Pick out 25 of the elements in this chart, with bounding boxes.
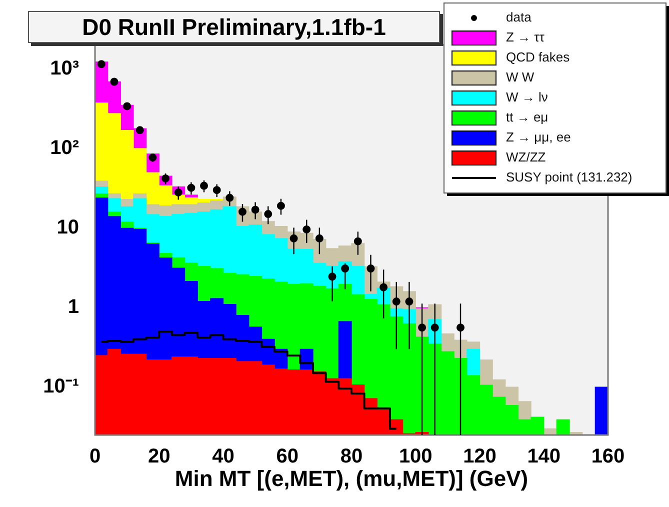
x-tick-label: 80 (340, 446, 363, 468)
x-tick-label: 160 (591, 446, 625, 468)
chart-title: D0 RunII Preliminary,1.1fb-1 (28, 11, 440, 43)
x-tick-label: 40 (212, 446, 234, 468)
y-tick-label: 1 (68, 296, 79, 318)
y-tick-label: 10³ (50, 57, 80, 80)
x-tick-label: 140 (527, 446, 561, 468)
legend-label: Z → μμ, ee (506, 130, 571, 145)
legend-label: Z → ττ (506, 30, 546, 45)
y-tick-label: 10⁻¹ (43, 376, 80, 398)
x-tick-label: 0 (89, 446, 101, 468)
legend-label: SUSY point (131.232) (506, 170, 632, 185)
x-tick-label: 120 (463, 446, 496, 468)
legend-label: QCD fakes (506, 50, 570, 65)
legend-label: tt → eμ (506, 110, 548, 125)
x-tick-label: 20 (148, 446, 170, 468)
legend-label: W → lν (506, 90, 548, 105)
x-tick-label: 100 (398, 446, 432, 468)
x-axis-title: Min MT [(e,MET), (mu,MET)] (GeV) (174, 466, 528, 491)
x-tick-label: 60 (276, 446, 298, 468)
legend-label: data (506, 10, 532, 25)
y-tick-label: 10 (56, 216, 79, 239)
y-tick-label: 10² (50, 137, 80, 159)
legend-label: W W (506, 70, 535, 85)
legend-label: WZ/ZZ (506, 150, 546, 165)
